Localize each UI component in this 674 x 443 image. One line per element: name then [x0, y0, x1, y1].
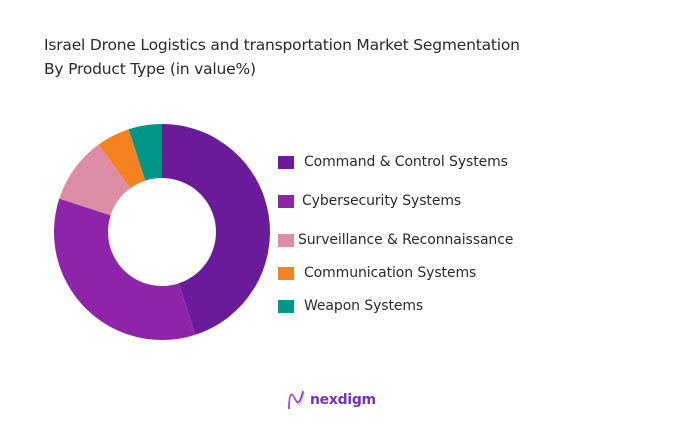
- donut-slice: [162, 124, 271, 335]
- legend-item-weapon: Weapon Systems: [278, 296, 423, 316]
- donut-slice: [128, 124, 162, 181]
- legend-swatch: [278, 266, 294, 280]
- legend-label: Command & Control Systems: [304, 154, 508, 170]
- donut-slices: [53, 124, 271, 341]
- chart-title: Israel Drone Logistics and transportatio…: [44, 33, 520, 81]
- nexdigm-logo: nexdigm: [287, 389, 376, 411]
- legend-swatch: [278, 155, 294, 169]
- donut-slice: [53, 198, 196, 341]
- legend-item-command-control: Command & Control Systems: [278, 152, 508, 172]
- donut-slice: [59, 144, 131, 216]
- legend-item-communication: Communication Systems: [278, 263, 476, 283]
- nexdigm-wave-icon: [287, 390, 305, 410]
- chart-title-line2: By Product Type (in value%): [44, 60, 256, 78]
- legend-label: Weapon Systems: [304, 298, 424, 314]
- legend-item-surveillance: Surveillance & Reconnaissance: [278, 230, 513, 250]
- legend-swatch: [278, 194, 294, 208]
- logo-text: nexdigm: [310, 392, 376, 408]
- legend-label: Cybersecurity Systems: [302, 193, 462, 209]
- legend-label: Communication Systems: [304, 265, 477, 281]
- legend-swatch: [278, 233, 294, 247]
- legend-swatch: [278, 299, 294, 313]
- legend-label: Surveillance & Reconnaissance: [298, 232, 514, 248]
- legend-item-cybersecurity: Cybersecurity Systems: [278, 191, 461, 211]
- donut-slice: [98, 129, 146, 189]
- chart-title-line1: Israel Drone Logistics and transportatio…: [44, 36, 520, 54]
